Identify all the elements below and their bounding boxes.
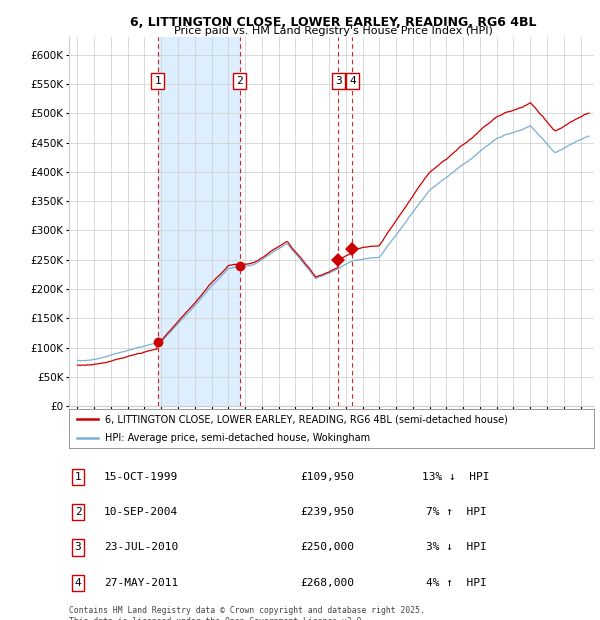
Text: 7% ↑  HPI: 7% ↑ HPI xyxy=(425,507,487,517)
Text: Contains HM Land Registry data © Crown copyright and database right 2025.
This d: Contains HM Land Registry data © Crown c… xyxy=(69,606,425,620)
Text: 3: 3 xyxy=(74,542,82,552)
Text: 15-OCT-1999: 15-OCT-1999 xyxy=(104,472,178,482)
Text: 1: 1 xyxy=(74,472,82,482)
Text: 6, LITTINGTON CLOSE, LOWER EARLEY, READING, RG6 4BL: 6, LITTINGTON CLOSE, LOWER EARLEY, READI… xyxy=(130,16,536,29)
Text: 2: 2 xyxy=(236,76,243,86)
Bar xyxy=(158,37,240,406)
Text: £109,950: £109,950 xyxy=(300,472,354,482)
Text: Price paid vs. HM Land Registry's House Price Index (HPI): Price paid vs. HM Land Registry's House … xyxy=(173,26,493,36)
Text: 4: 4 xyxy=(349,76,356,86)
Text: HPI: Average price, semi-detached house, Wokingham: HPI: Average price, semi-detached house,… xyxy=(105,433,370,443)
Text: 23-JUL-2010: 23-JUL-2010 xyxy=(104,542,178,552)
Text: 27-MAY-2011: 27-MAY-2011 xyxy=(104,578,178,588)
Text: £239,950: £239,950 xyxy=(300,507,354,517)
Text: £250,000: £250,000 xyxy=(300,542,354,552)
Text: 2: 2 xyxy=(74,507,82,517)
Text: £268,000: £268,000 xyxy=(300,578,354,588)
Text: 6, LITTINGTON CLOSE, LOWER EARLEY, READING, RG6 4BL (semi-detached house): 6, LITTINGTON CLOSE, LOWER EARLEY, READI… xyxy=(105,414,508,424)
Text: 4: 4 xyxy=(74,578,82,588)
Text: 1: 1 xyxy=(154,76,161,86)
Text: 3: 3 xyxy=(335,76,342,86)
Text: 4% ↑  HPI: 4% ↑ HPI xyxy=(425,578,487,588)
Text: 10-SEP-2004: 10-SEP-2004 xyxy=(104,507,178,517)
Text: 3% ↓  HPI: 3% ↓ HPI xyxy=(425,542,487,552)
Text: 13% ↓  HPI: 13% ↓ HPI xyxy=(422,472,490,482)
